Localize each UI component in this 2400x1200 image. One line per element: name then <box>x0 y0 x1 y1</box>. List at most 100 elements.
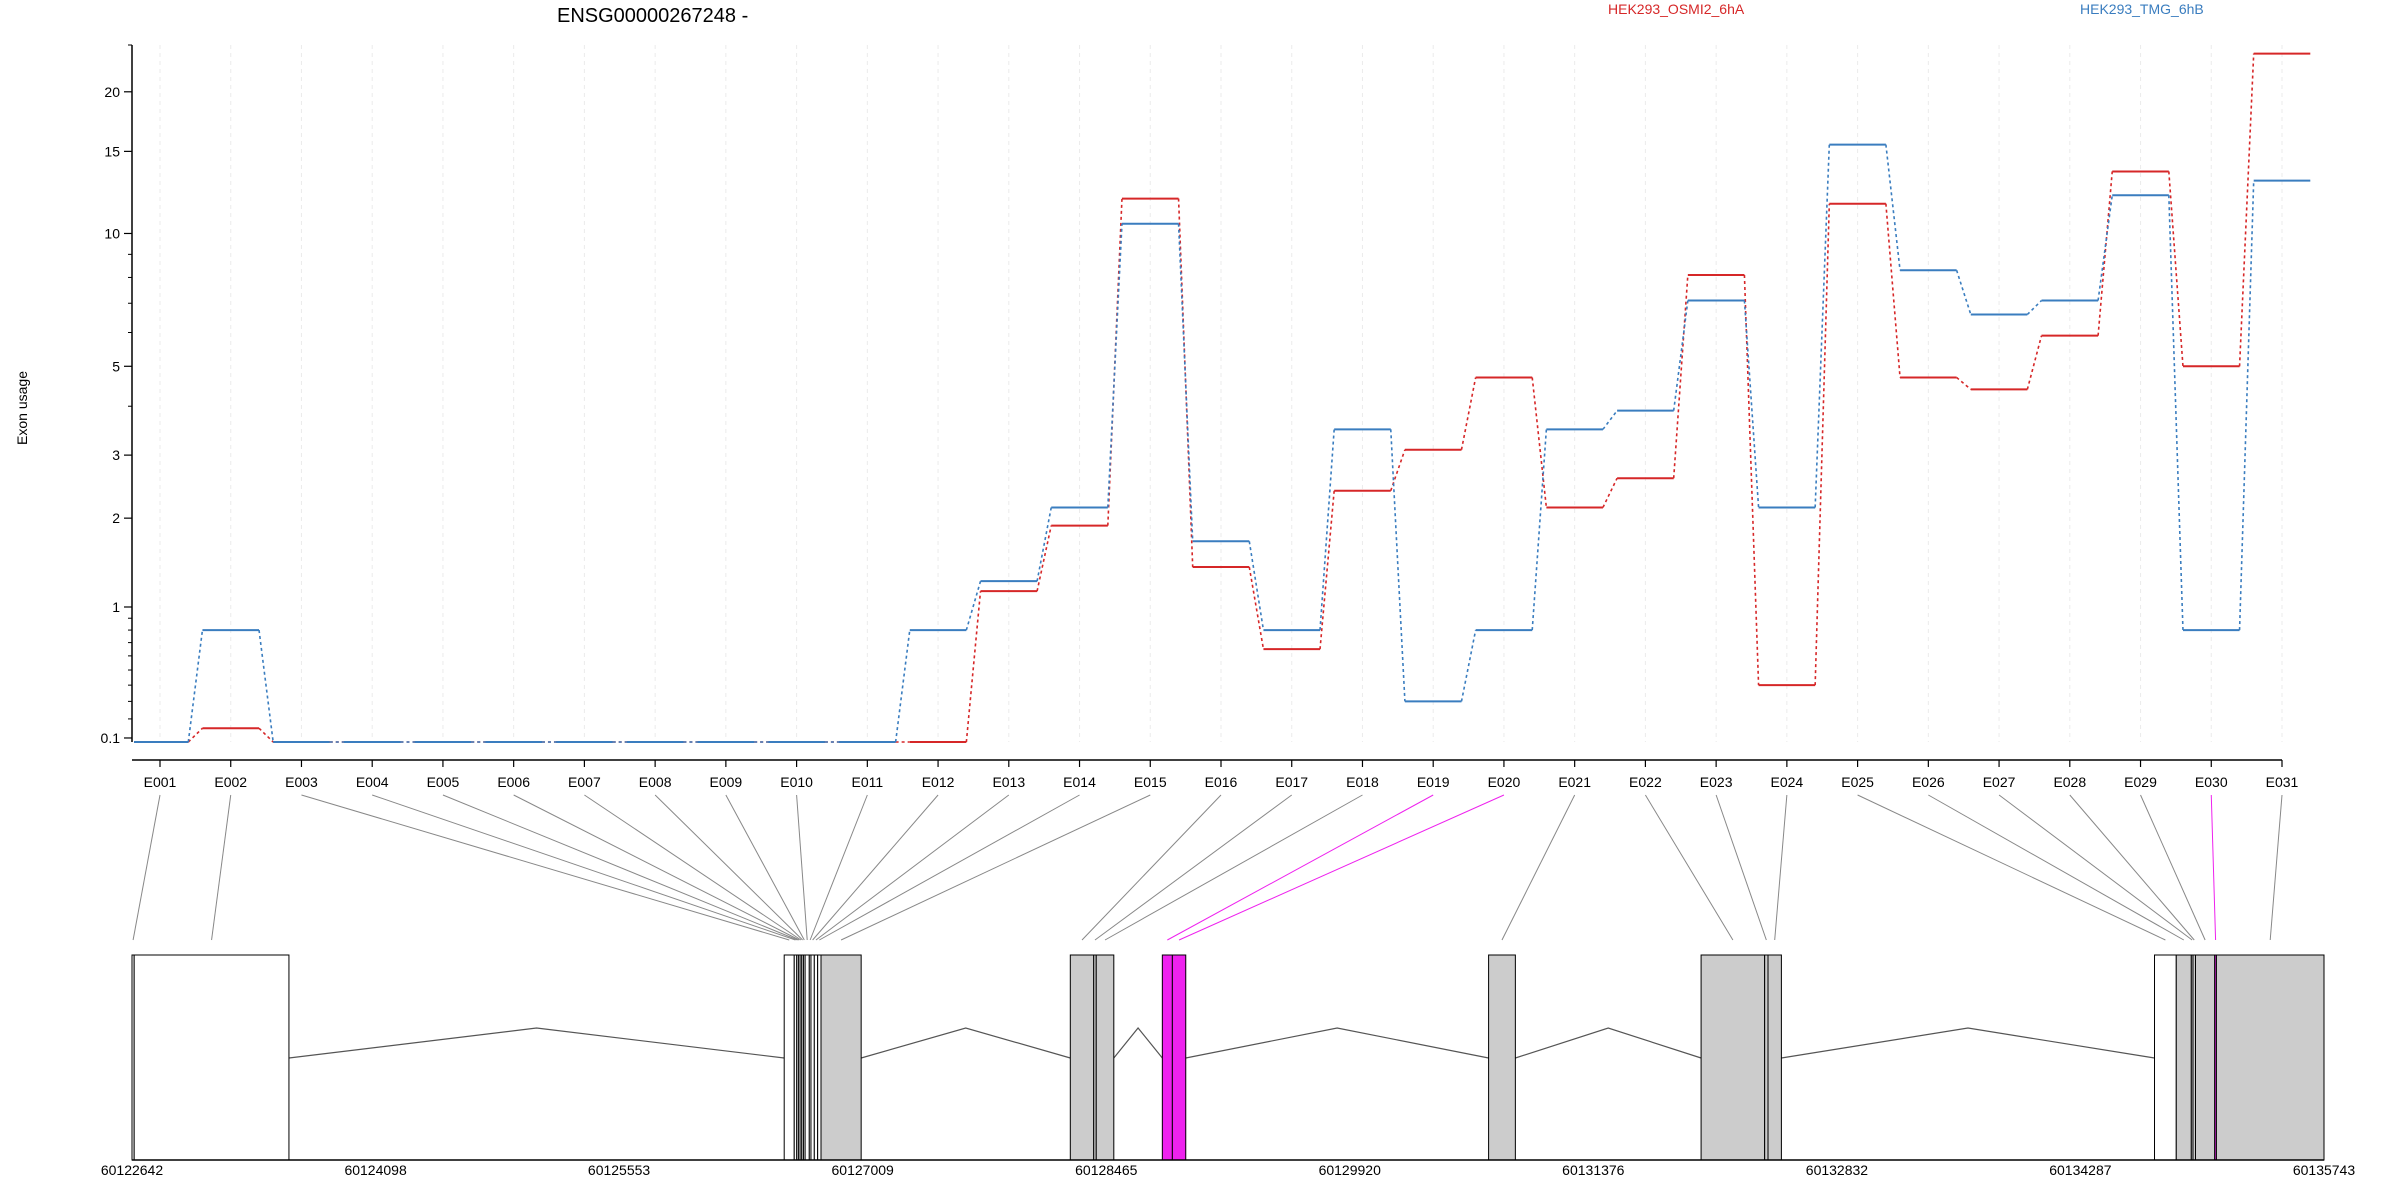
series-transition <box>1602 477 1618 508</box>
series-transition <box>1955 270 1972 315</box>
series-transition <box>2238 180 2255 631</box>
connector-E002 <box>211 794 232 941</box>
x-tick-label: E025 <box>1841 774 1874 790</box>
series-transition <box>1107 223 1123 508</box>
connector-E021 <box>1501 794 1576 941</box>
series-transition <box>1248 541 1265 631</box>
connector-E006 <box>513 794 800 941</box>
series-transition <box>2168 195 2184 631</box>
connector-E008 <box>654 794 803 941</box>
intron-line <box>1185 1027 1489 1059</box>
coord-tick-label: 60135743 <box>2293 1162 2356 1178</box>
series-transition <box>1248 566 1265 650</box>
connector-E005 <box>442 794 798 941</box>
series-transition <box>258 727 274 743</box>
connector-E001 <box>132 794 161 941</box>
exon-box-E015 <box>820 954 862 1161</box>
exon-box-E019 <box>1161 954 1173 1161</box>
exon-box-E026 <box>2175 954 2192 1161</box>
y-tick-label: 1 <box>112 599 120 615</box>
coord-tick-label: 60129920 <box>1319 1162 1382 1178</box>
x-tick-label: E012 <box>922 774 955 790</box>
connector-E014 <box>819 794 1080 941</box>
series-transition <box>2168 171 2184 367</box>
connector-E027 <box>1998 794 2193 941</box>
series-transition <box>1956 376 1972 390</box>
exon-box-E016 <box>1069 954 1095 1161</box>
series-transition <box>258 629 274 743</box>
x-tick-label: E009 <box>710 774 743 790</box>
series-transition <box>1814 203 1831 686</box>
series-transition <box>1672 274 1689 479</box>
series-transition <box>2097 171 2114 336</box>
connector-E019 <box>1167 794 1434 941</box>
x-tick-label: E017 <box>1275 774 1308 790</box>
series-transition <box>1885 203 1901 378</box>
exon-box-E025 <box>2154 954 2177 1161</box>
x-tick-label: E019 <box>1417 774 1450 790</box>
x-tick-label: E023 <box>1700 774 1733 790</box>
connector-E018 <box>1104 794 1363 941</box>
series-transition <box>1460 377 1477 450</box>
x-tick-label: E011 <box>851 774 883 790</box>
x-tick-label: E026 <box>1912 774 1945 790</box>
connector-E031 <box>2269 794 2283 941</box>
x-tick-label: E030 <box>2195 774 2228 790</box>
x-tick-label: E005 <box>427 774 460 790</box>
x-tick-label: E022 <box>1629 774 1662 790</box>
coord-tick-label: 60132832 <box>1806 1162 1869 1178</box>
coord-tick-label: 60134287 <box>2049 1162 2112 1178</box>
y-tick-label: 3 <box>112 447 120 463</box>
connector-E011 <box>809 794 868 941</box>
exon-box-E013 <box>813 954 819 1161</box>
coord-tick-label: 60122642 <box>101 1162 164 1178</box>
exon-connectors <box>132 794 2283 941</box>
chart-title: ENSG00000267248 - <box>557 5 748 27</box>
exon-box-E022 <box>1700 954 1766 1161</box>
x-tick-label: E015 <box>1134 774 1167 790</box>
exon-box-E018 <box>1095 954 1115 1161</box>
intron-line <box>1781 1027 2155 1059</box>
x-tick-label: E003 <box>285 774 318 790</box>
exon-box-E029 <box>2195 954 2216 1161</box>
connector-E029 <box>2140 794 2206 941</box>
series-transition <box>894 629 911 743</box>
series-transition <box>1460 629 1477 702</box>
series-transition <box>1319 490 1335 650</box>
gene-model <box>131 954 2325 1161</box>
exon-box-E021 <box>1488 954 1516 1161</box>
series-HEK293_OSMI2_6hA <box>134 52 2311 743</box>
x-tick-label: E031 <box>2266 774 2299 790</box>
x-tick-label: E028 <box>2053 774 2086 790</box>
series-transition <box>187 727 203 743</box>
y-axis: 0.1 1 2 3 5 10 15 20 <box>101 44 133 746</box>
x-tick-label: E013 <box>992 774 1025 790</box>
connector-E004 <box>372 794 796 941</box>
series-transition <box>965 591 982 743</box>
x-tick-label: E018 <box>1346 774 1379 790</box>
x-tick-label: E004 <box>356 774 389 790</box>
exon-box-E020 <box>1171 954 1187 1161</box>
connector-E022 <box>1644 794 1734 941</box>
series-transition <box>2026 335 2043 390</box>
exon-box-E003 <box>783 954 795 1161</box>
connector-E020 <box>1178 794 1505 941</box>
connector-E016 <box>1081 794 1222 941</box>
legend-entry-tmg: HEK293_TMG_6hB <box>2080 1 2204 17</box>
intron-line <box>860 1027 1071 1059</box>
connector-E012 <box>812 794 939 941</box>
series-transition <box>1531 429 1548 631</box>
exon-box-E014 <box>817 954 822 1161</box>
series-transition <box>2026 299 2043 316</box>
connector-E007 <box>584 794 802 941</box>
x-tick-label: E027 <box>1983 774 2016 790</box>
x-tick-label: E001 <box>144 774 177 790</box>
series-transition <box>965 580 982 631</box>
series-transition <box>2238 53 2255 367</box>
series-transition <box>1814 144 1831 508</box>
x-tick-label: E020 <box>1488 774 1521 790</box>
exon-box-E023 <box>1764 954 1769 1161</box>
connector-E015 <box>840 794 1151 941</box>
exon-box-E012 <box>810 954 815 1161</box>
